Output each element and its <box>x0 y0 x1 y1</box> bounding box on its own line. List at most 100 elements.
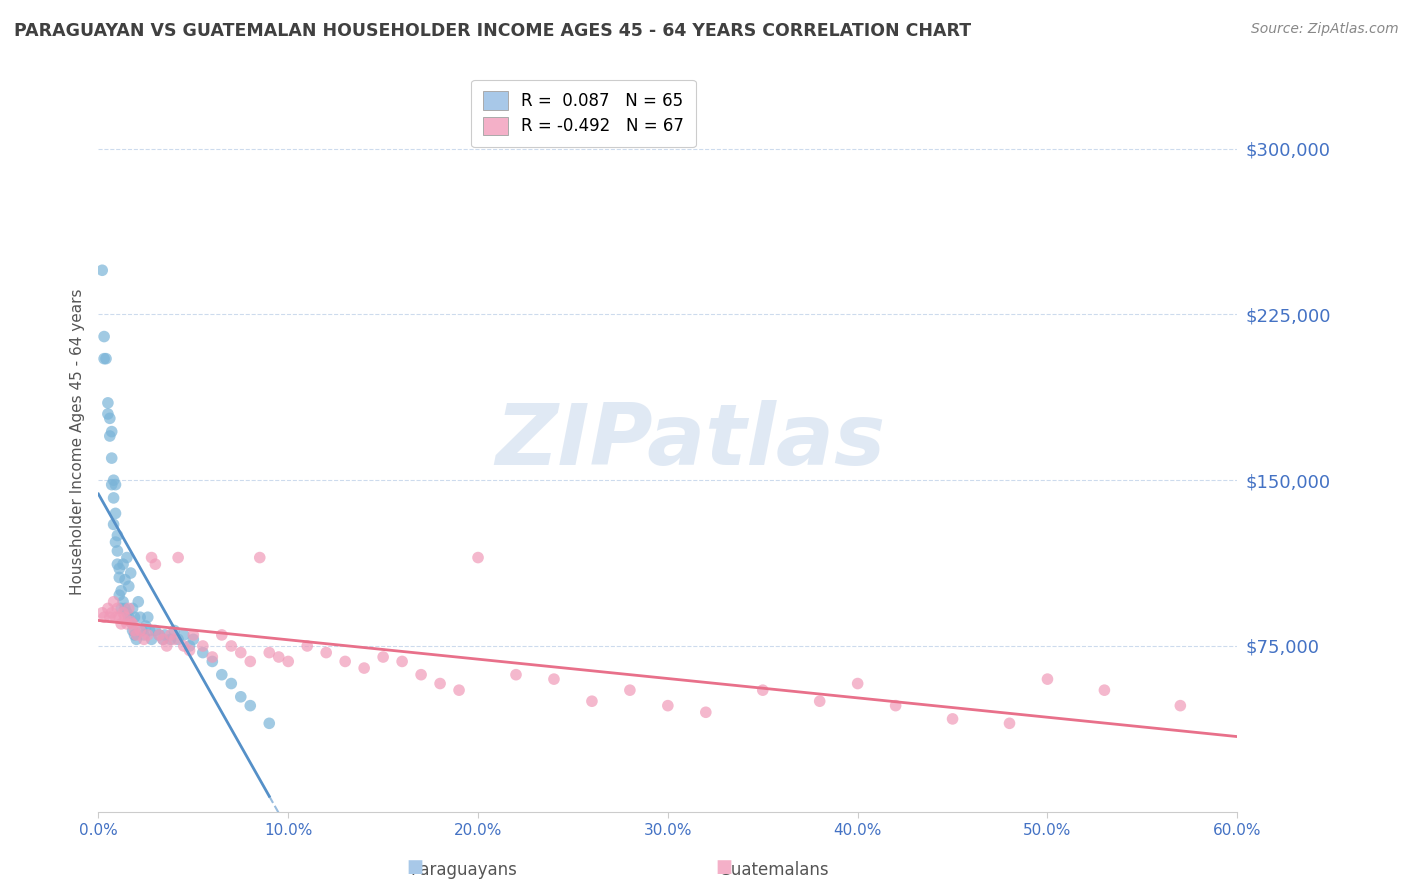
Point <box>114 573 136 587</box>
Y-axis label: Householder Income Ages 45 - 64 years: Householder Income Ages 45 - 64 years <box>69 288 84 595</box>
Point <box>104 507 127 521</box>
Point <box>297 639 319 653</box>
Point <box>201 655 224 669</box>
Point <box>120 566 142 580</box>
Point <box>163 632 186 647</box>
Point <box>100 477 122 491</box>
Point <box>581 694 603 708</box>
Point <box>121 616 143 631</box>
Point <box>97 601 120 615</box>
Point <box>124 624 146 638</box>
Point <box>129 610 152 624</box>
Point <box>104 477 127 491</box>
Point <box>115 550 138 565</box>
Point <box>94 351 117 366</box>
Point <box>1170 698 1192 713</box>
Point <box>1094 683 1116 698</box>
Point <box>100 451 122 466</box>
Point <box>103 595 125 609</box>
Point <box>657 698 679 713</box>
Point <box>104 610 127 624</box>
Point <box>145 558 167 572</box>
Point <box>695 706 717 720</box>
Point <box>98 610 121 624</box>
Text: Paraguayans: Paraguayans <box>411 861 517 879</box>
Point <box>156 639 179 653</box>
Point <box>249 550 271 565</box>
Point <box>124 610 146 624</box>
Point <box>110 583 132 598</box>
Point <box>315 646 337 660</box>
Point <box>108 588 131 602</box>
Point <box>145 624 167 638</box>
Point <box>136 628 159 642</box>
Point <box>505 667 527 681</box>
Point <box>229 646 252 660</box>
Text: Guatemalans: Guatemalans <box>718 861 828 879</box>
Point <box>371 650 394 665</box>
Point <box>152 632 174 647</box>
Point <box>619 683 641 698</box>
Point <box>107 544 129 558</box>
Point <box>752 683 775 698</box>
Point <box>411 667 433 681</box>
Point <box>135 619 157 633</box>
Point <box>110 616 132 631</box>
Point <box>229 690 252 704</box>
Point <box>124 628 146 642</box>
Point <box>127 595 149 609</box>
Point <box>115 616 138 631</box>
Point <box>1036 672 1059 686</box>
Point <box>167 632 190 647</box>
Point <box>108 610 131 624</box>
Point <box>942 712 965 726</box>
Point <box>173 628 195 642</box>
Point <box>159 632 181 647</box>
Point <box>108 561 131 575</box>
Point <box>152 632 174 647</box>
Point <box>98 411 121 425</box>
Point <box>259 646 281 660</box>
Point <box>107 601 129 615</box>
Point <box>239 655 262 669</box>
Point <box>543 672 565 686</box>
Point <box>129 624 152 638</box>
Point <box>267 650 290 665</box>
Text: PARAGUAYAN VS GUATEMALAN HOUSEHOLDER INCOME AGES 45 - 64 YEARS CORRELATION CHART: PARAGUAYAN VS GUATEMALAN HOUSEHOLDER INC… <box>14 22 972 40</box>
Point <box>183 632 205 647</box>
Point <box>107 558 129 572</box>
Point <box>118 579 141 593</box>
Point <box>121 624 143 638</box>
Text: ■: ■ <box>406 858 423 876</box>
Point <box>114 601 136 615</box>
Point <box>277 655 299 669</box>
Point <box>112 595 135 609</box>
Point <box>93 329 115 343</box>
Point <box>153 628 176 642</box>
Point <box>97 407 120 421</box>
Point <box>103 517 125 532</box>
Point <box>115 606 138 620</box>
Point <box>103 491 125 505</box>
Point <box>131 624 153 638</box>
Point <box>211 628 233 642</box>
Point <box>125 628 148 642</box>
Point <box>118 601 141 615</box>
Point <box>104 535 127 549</box>
Point <box>191 639 214 653</box>
Point <box>221 639 243 653</box>
Point <box>112 606 135 620</box>
Point <box>108 570 131 584</box>
Text: ■: ■ <box>716 858 733 876</box>
Point <box>120 615 142 629</box>
Point <box>100 606 122 620</box>
Point <box>179 639 201 653</box>
Point <box>449 683 471 698</box>
Point <box>335 655 357 669</box>
Point <box>91 263 114 277</box>
Point <box>467 550 489 565</box>
Point <box>132 632 155 647</box>
Point <box>808 694 831 708</box>
Point <box>121 601 143 615</box>
Point <box>429 676 451 690</box>
